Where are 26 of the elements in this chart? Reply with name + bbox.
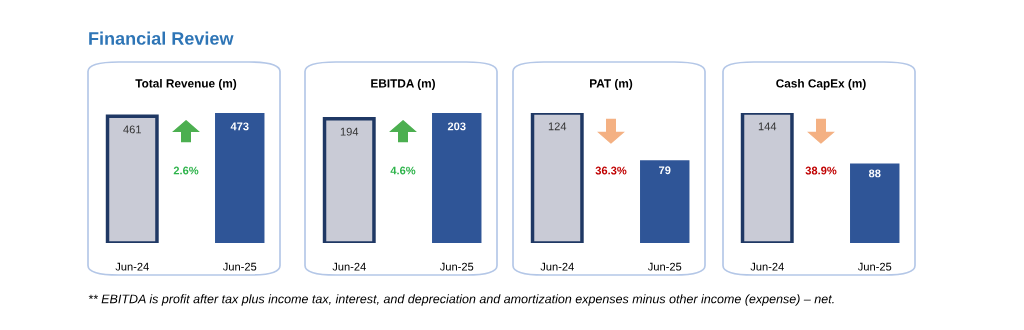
data-label: 194 xyxy=(340,127,359,136)
data-label: 144 xyxy=(758,122,777,131)
data-label: 203 xyxy=(447,122,466,131)
x-tick-label: Jun-25 xyxy=(439,262,474,271)
annotation: 4.6% xyxy=(390,166,416,175)
text: Financial Review xyxy=(89,31,234,45)
chart-title: PAT (m) xyxy=(590,78,633,90)
chart-title: EBITDA (m) xyxy=(371,78,435,90)
x-tick-label: Jun-25 xyxy=(647,262,682,271)
annotation: 38.9% xyxy=(805,166,837,175)
chart-title: Cash CapEx (m) xyxy=(776,78,866,90)
x-tick-label: Jun-24 xyxy=(540,262,574,271)
annotation: 2.6% xyxy=(173,166,199,175)
data-label: 88 xyxy=(868,169,881,178)
data-label: 124 xyxy=(548,122,567,131)
x-tick-label: Jun-24 xyxy=(332,262,366,271)
x-tick-label: Jun-24 xyxy=(750,262,784,271)
annotation: 36.3% xyxy=(595,166,627,175)
data-label: 461 xyxy=(123,125,141,134)
data-label: 473 xyxy=(230,122,249,131)
x-tick-label: Jun-25 xyxy=(857,262,892,271)
data-label: 79 xyxy=(659,166,671,175)
x-tick-label: Jun-24 xyxy=(115,262,149,271)
text: ** EBITDA is profit after tax plus income tax, interest, and depreciation and amortization expenses minus other income (expense) – net. xyxy=(88,294,834,306)
x-tick-label: Jun-25 xyxy=(222,262,257,271)
chart-title: Total Revenue (m) xyxy=(135,78,237,90)
